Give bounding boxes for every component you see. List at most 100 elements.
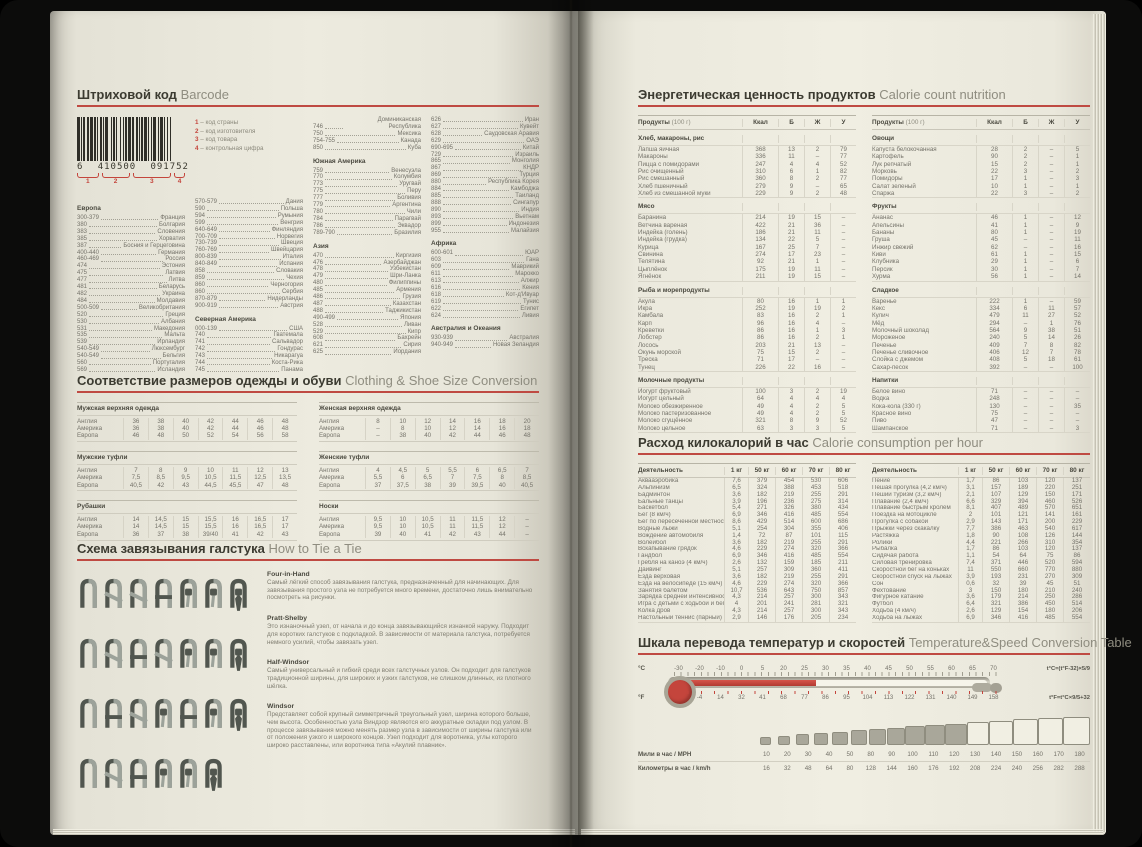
calories-section: Расход килокалорий в час Calorie consump… bbox=[638, 435, 1090, 623]
nutrition-row: Белое вино 71– – – bbox=[872, 387, 1090, 396]
sizes-section: Соответствие размеров одежды и обуви Clo… bbox=[77, 373, 539, 541]
country-code-row: 893 Вьетнам bbox=[431, 214, 539, 221]
food-value: 1 bbox=[830, 312, 856, 320]
country-name: Эстония bbox=[161, 263, 185, 270]
country-name: Испания bbox=[279, 261, 303, 268]
knot-icon bbox=[202, 571, 225, 622]
country-name: Эквадор bbox=[397, 222, 421, 229]
country-code: 750 bbox=[313, 130, 324, 137]
food-value: – bbox=[1038, 265, 1064, 274]
food-value: 7 bbox=[804, 243, 830, 252]
food-name: Апельсины bbox=[872, 221, 904, 229]
dotted-leader bbox=[89, 364, 151, 366]
country-name: Финляндия bbox=[271, 226, 303, 233]
dotted-leader bbox=[219, 244, 279, 246]
tie-step-row bbox=[77, 631, 255, 682]
food-value: 61 bbox=[976, 251, 1012, 259]
country-name: Тунис bbox=[523, 298, 539, 305]
size-value: 42 bbox=[439, 432, 465, 440]
country-name: Узбекистан bbox=[389, 266, 421, 273]
country-code: 611 bbox=[431, 271, 441, 278]
activity-value: 10,7 bbox=[724, 587, 748, 595]
activity-value: 6,9 bbox=[724, 511, 748, 520]
activity-value: 300 bbox=[802, 593, 829, 602]
dotted-leader bbox=[325, 206, 391, 208]
food-value: – bbox=[1064, 387, 1090, 396]
food-name: Кулич bbox=[872, 312, 889, 320]
country-code: 560 bbox=[77, 360, 88, 367]
activity-name: Бальные танцы bbox=[638, 498, 683, 505]
food-name: Цыплёнок bbox=[638, 265, 667, 273]
activity-name: Занятия балетом bbox=[638, 587, 688, 594]
nutrition-row: Ананас 46 1–12 bbox=[872, 214, 1090, 222]
barcode-bracket: 2 bbox=[101, 173, 130, 186]
country-code-row: 490-499 Япония bbox=[313, 315, 421, 322]
barcode-gap bbox=[171, 117, 174, 161]
section-title: Штриховой код Barcode bbox=[77, 87, 539, 102]
food-value: – bbox=[830, 348, 856, 357]
dotted-leader bbox=[325, 128, 344, 130]
food-name: Свинина bbox=[638, 251, 663, 259]
country-code-row: 775 Перу bbox=[313, 188, 421, 195]
fahrenheit-value: 122 bbox=[904, 694, 915, 701]
food-value: 62 bbox=[976, 243, 1012, 252]
dotted-leader bbox=[455, 346, 491, 348]
tick-marks-top bbox=[674, 672, 998, 676]
food-value: 82 bbox=[830, 168, 856, 176]
food-value: 11 bbox=[804, 265, 830, 274]
country-code-row: 599 Венгрия bbox=[195, 220, 303, 227]
dotted-leader bbox=[443, 197, 514, 199]
size-row: Европа 37 37,5 38 39 39,5 40 40,5 bbox=[319, 481, 539, 489]
fahrenheit-value: 95 bbox=[843, 694, 850, 701]
country-name: Кения bbox=[522, 284, 539, 291]
legend-number: 3 bbox=[195, 136, 199, 144]
food-value: 83 bbox=[742, 312, 778, 320]
country-list-europe: Европа 300-379 Франция 380 Болгария 383 Словен… bbox=[77, 205, 185, 374]
activity-value: 4,3 bbox=[724, 607, 748, 615]
country-code-row: 530 Албания bbox=[77, 319, 185, 326]
mph-value: 180 bbox=[1074, 751, 1085, 758]
size-value: 46 bbox=[247, 417, 272, 425]
country-code: 625 bbox=[313, 349, 324, 356]
country-column-4: 626 Иран 627 Кувейт 628 Саудовская Аравия 629 О… bbox=[431, 117, 539, 374]
food-value: 16 bbox=[804, 363, 830, 371]
country-code: 640-649 bbox=[195, 226, 218, 233]
country-name: Италия bbox=[282, 254, 303, 261]
dotted-leader bbox=[325, 312, 384, 314]
country-name: Великобритания bbox=[138, 304, 185, 311]
nutrition-row: Пицца с помидорами 247 4 4 52 bbox=[638, 160, 856, 169]
calorie-header-col: 60 кг bbox=[775, 466, 802, 475]
food-value: – bbox=[1012, 417, 1038, 425]
country-code: 860 bbox=[195, 281, 206, 288]
activity-value: 274 bbox=[775, 546, 802, 554]
food-value: 57 bbox=[1064, 304, 1090, 313]
bracket-shape bbox=[174, 173, 185, 178]
cross-icon bbox=[127, 571, 150, 622]
activity-value: 32 bbox=[982, 580, 1009, 588]
activity-value: 86 bbox=[982, 546, 1009, 554]
country-code: 300-379 bbox=[77, 215, 100, 221]
kmh-row: Километры в час / km/h 16 32 48 64 80 128 144 16… bbox=[638, 761, 1090, 775]
kmh-label: Километры в час / km/h bbox=[638, 761, 756, 775]
size-tables: Мужская верхняя одежда Англия 36 38 40 42 44 46… bbox=[77, 402, 539, 541]
food-value: 38 bbox=[1038, 326, 1064, 335]
nutrition-group-row: Сладкое bbox=[872, 282, 1090, 298]
country-code-row: 528 Ливан bbox=[313, 322, 421, 329]
mph-value: 10 bbox=[762, 751, 770, 758]
barcode-bar bbox=[163, 117, 165, 161]
size-value: 11 bbox=[439, 515, 465, 524]
country-name: Кипр bbox=[407, 328, 421, 335]
country-name: Черногория bbox=[270, 281, 303, 288]
activity-value: 64 bbox=[1009, 552, 1036, 561]
country-code: 865 bbox=[431, 158, 442, 165]
food-value: – bbox=[1064, 395, 1090, 403]
food-value: 77 bbox=[830, 153, 856, 161]
country-name: Филиппины bbox=[388, 280, 421, 287]
country-code: 570-579 bbox=[195, 199, 218, 205]
celsius-value: 40 bbox=[864, 665, 871, 672]
country-name: Казахстан bbox=[392, 300, 421, 307]
mph-row: Мили в час / MPH 10 20 30 40 50 80 90 100 110 120 1… bbox=[638, 748, 1090, 761]
food-value: – bbox=[1012, 243, 1038, 252]
